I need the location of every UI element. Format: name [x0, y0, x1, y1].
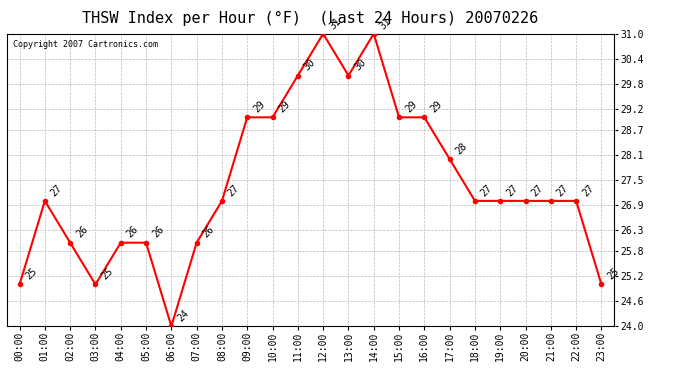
Text: 27: 27: [226, 183, 242, 198]
Text: 26: 26: [150, 225, 166, 240]
Text: 27: 27: [504, 183, 520, 198]
Text: THSW Index per Hour (°F)  (Last 24 Hours) 20070226: THSW Index per Hour (°F) (Last 24 Hours)…: [82, 11, 539, 26]
Text: 27: 27: [555, 183, 571, 198]
Text: 31: 31: [327, 16, 343, 31]
Text: 29: 29: [428, 99, 444, 114]
Text: 29: 29: [403, 99, 419, 114]
Text: 24: 24: [175, 308, 191, 324]
Text: 27: 27: [580, 183, 595, 198]
Text: 25: 25: [23, 266, 39, 282]
Text: Copyright 2007 Cartronics.com: Copyright 2007 Cartronics.com: [13, 40, 158, 49]
Text: 31: 31: [378, 16, 393, 31]
Text: 25: 25: [99, 266, 115, 282]
Text: 29: 29: [251, 99, 267, 114]
Text: 25: 25: [606, 266, 621, 282]
Text: 27: 27: [49, 183, 64, 198]
Text: 28: 28: [454, 141, 469, 156]
Text: 29: 29: [277, 99, 292, 114]
Text: 30: 30: [302, 57, 317, 73]
Text: 26: 26: [75, 225, 90, 240]
Text: 26: 26: [125, 225, 140, 240]
Text: 26: 26: [201, 225, 216, 240]
Text: 27: 27: [479, 183, 495, 198]
Text: 30: 30: [353, 57, 368, 73]
Text: 27: 27: [530, 183, 545, 198]
